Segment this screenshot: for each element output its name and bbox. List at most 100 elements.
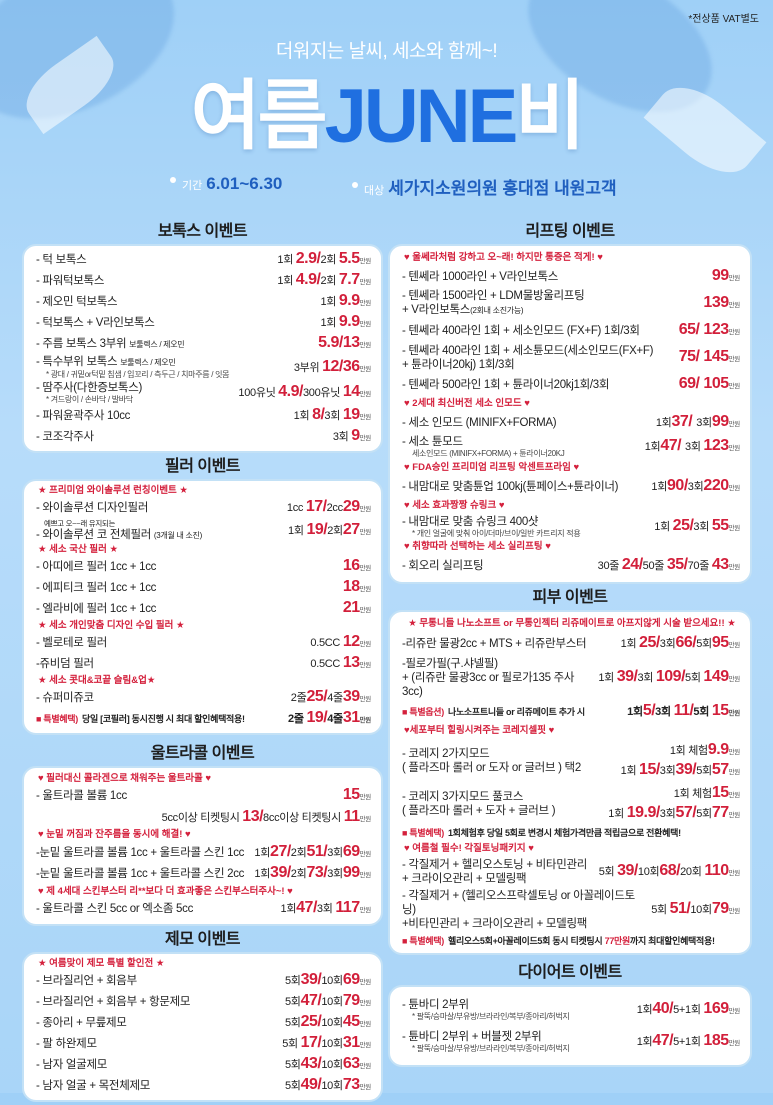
section-title: 보톡스 이벤트 <box>157 223 248 240</box>
list-item: - 파워윤곽주사 10cc 1회 8/3회 19만원 <box>36 406 371 426</box>
item-name-block: - 울트라콜 볼륨 1cc <box>36 789 339 803</box>
price-label: 5회 <box>282 1038 301 1050</box>
item-name: - 세소 인모드 (MINIFX+FORMA) <box>402 417 557 429</box>
price-value: 47/ <box>296 899 317 917</box>
price-unit: 만원 <box>728 1040 741 1047</box>
price-label: 3회 <box>696 416 712 429</box>
section-skin: 피부 이벤트 ★ 무통니들 나노소프트 or 무통인젝터 리쥬메이트로 아프지않게… <box>388 587 752 955</box>
price-value: 220 <box>703 476 729 494</box>
item-name-text: - 튠바디 2부위 <box>402 999 469 1011</box>
price-label: 30줄 <box>597 560 622 573</box>
item-name-text: - 팔 하완제모 <box>36 1038 97 1050</box>
item-name-block: - 엘라비에 필러 1cc + 1cc <box>36 602 339 616</box>
section-filler: 필러 이벤트 ★ 프리미엄 와이솔루션 런칭이벤트 ★ - 와이솔루션 디자인필러 1… <box>22 456 383 735</box>
item-name-block: - 각질제거 + 헬리오스토닝 + 비타민관리 + 크라이오관리 + 모델링팩 <box>402 858 595 886</box>
item-name: - 각질제거 + (헬리오스프락셀토닝 or 아꼴레이드토닝) <box>402 890 635 916</box>
item-name-text: - 각질제거 + 헬리오스토닝 + 비타민관리 <box>402 858 588 871</box>
section-hair-removal: 제모 이벤트 ★ 여름맞이 제모 특별 할인전 ★ - 브라질리언 + 회음부 5회3… <box>22 929 383 1102</box>
list-item: -눈밑 울트라콜 볼륨 1cc + 울트라콜 스킨 2cc 1회39/2회73/3… <box>36 864 371 884</box>
price-label: 1회 <box>644 441 661 454</box>
bullet-icon <box>352 182 358 188</box>
item-name-text: - 울트라콜 스킨 5cc or 엑소좀 5cc <box>36 903 194 916</box>
item-name: - 텐쎄라 1000라인 + V라인보톡스 <box>402 271 558 283</box>
special-text-part: 77만원 <box>604 935 631 946</box>
page-title: 여름JUNE비 <box>0 72 773 162</box>
price-value: 149 <box>703 667 729 685</box>
item-name-block: -눈밑 울트라콜 볼륨 1cc + 울트라콜 스킨 2cc <box>36 867 250 881</box>
price-value: 17/ <box>300 1034 322 1051</box>
title-part: 여름 <box>190 74 328 159</box>
list-item: - 세소 인모드 (MINIFX+FORMA) 1회37/ 3회99만원 <box>402 413 740 433</box>
item-name-block: - 에피티크 필러 1cc + 1cc <box>36 581 339 595</box>
item-name-text: - 파워윤곽주사 10cc <box>36 410 131 422</box>
promo-subheading: ★ 여름맞이 제모 특별 할인전 ★ <box>38 958 165 969</box>
item-name-block: - 코레지 2가지모드 ( 플라즈마 롤러 or 도자 or 글러브 ) 택2 <box>402 747 617 775</box>
price-unit: 만원 <box>359 815 372 823</box>
price-value: 99 <box>711 266 729 284</box>
list-item: - 각질제거 + 헬리오스토닝 + 비타민관리 + 크라이오관리 + 모델링팩 5… <box>402 858 740 886</box>
special-text-part: 헬리오스5회+아꼴레이드5회 동시 티켓팅시 <box>447 935 605 946</box>
price-label: 2회 <box>290 868 307 881</box>
price-unit: 만원 <box>359 872 372 880</box>
price-value: 19.9/ <box>626 804 661 822</box>
price: 5회49/10회73만원 <box>285 1076 371 1096</box>
list-item: -쥬비덤 필러 0.5CC 13만원 <box>36 654 371 674</box>
section-lifting: 리프팅 이벤트 ♥ 울쎄라처럼 강하고 오~래! 하지만 통증은 적게! ♥ - 텐… <box>388 221 752 584</box>
price: 1회39/2회73/3회99만원 <box>254 864 371 884</box>
price: 30줄 24/50줄 35/70줄 43만원 <box>597 556 741 576</box>
section-box: - 턱 보톡스 1회 2.9/2회 5.5만원 - 파워턱보톡스 1회 4.9/2회 … <box>22 244 383 453</box>
price-label: 2줄 <box>288 713 307 725</box>
item-name-block: - 와이솔루션 디자인필러 <box>36 501 283 515</box>
price-value: 43/ <box>300 1055 322 1072</box>
price-unit: 만원 <box>728 675 741 683</box>
price-label: 1cc <box>286 502 306 514</box>
item-name: -쥬비덤 필러 <box>36 658 94 670</box>
item-name-text: - 남자 얼굴 + 목전체제모 <box>36 1080 151 1092</box>
list-item: - 종아리 + 무릎제모 5회25/10회45만원 <box>36 1013 371 1033</box>
price-value: 7.7 <box>338 271 360 288</box>
price-label: 2회 <box>320 254 339 266</box>
price: 1회5/3회 11/5회 15만원 <box>627 702 740 722</box>
list-item: - 코레지 3가지모드 풀코스 ( 플라즈마 롤러 + 도자 + 글러브 ) 1회… <box>402 784 740 824</box>
price-value: 31 <box>342 709 360 726</box>
price-label: 2cc <box>326 502 344 514</box>
special-text: ■ 특별옵션) 나노소프트니들 or 리쥬메이트 추가 시 <box>402 706 623 718</box>
price: 1회 체험15만원 <box>674 784 741 804</box>
price-value: 18 <box>342 578 360 595</box>
price-label: 5회 <box>651 904 670 917</box>
period-value: 6.01~6.30 <box>206 174 283 193</box>
price-unit: 만원 <box>728 445 741 453</box>
price-value: 15/ <box>639 760 660 778</box>
price: 75/ 145만원 <box>679 348 741 368</box>
price-label: 2회 <box>290 846 307 859</box>
section-box: - 튠바디 2부위 * 팔뚝/승마살/부유방/브라라인/복부/종아리/허벅지 1회4… <box>388 985 752 1067</box>
item-name-text: -눈밑 울트라콜 볼륨 1cc + 울트라콜 스킨 2cc <box>36 868 245 881</box>
price: 1회 9.9만원 <box>320 292 371 312</box>
item-name: - 파워윤곽주사 10cc <box>36 410 130 422</box>
item-name-block: - 슈퍼미쥬코 <box>36 691 287 705</box>
price-value: 65/ 123 <box>678 321 729 339</box>
price-label: 1회 <box>254 846 271 859</box>
item-name-block: - 튠바디 2부위 + 버블젯 2부위 * 팔뚝/승마살/부유방/브라라인/복부/… <box>402 1030 633 1054</box>
item-name-block: - 턱보톡스 + V라인보톡스 <box>36 316 316 330</box>
price-label: 2회 <box>320 275 339 287</box>
price-value: 11 <box>343 807 360 825</box>
item-brand: 보툴렉스 / 제오민 <box>129 339 185 349</box>
target-label: 대상 <box>364 185 385 197</box>
price: 1회47/5+1회 185만원 <box>637 1032 741 1052</box>
price-value: 39/ <box>616 667 638 685</box>
item-name-line2: ( 플라즈마 롤러 + 도자 + 글러브 ) <box>402 805 556 817</box>
price-value: 25/ <box>306 688 328 705</box>
item-name-block: 예쁘고 오~~래 유지되는 - 와이솔루션 코 전체필러 (3개월 내 소진) <box>36 519 284 543</box>
price-value: 13 <box>342 654 360 671</box>
price-label: 3회 <box>637 671 656 684</box>
price-value: 69 <box>342 842 360 860</box>
price-value: 9.9 <box>707 740 729 758</box>
list-item: - 울트라콜 스킨 5cc or 엑소좀 5cc 1회47/3회 117만원 <box>36 899 371 919</box>
price-label: 10회 <box>321 1080 343 1092</box>
item-name-text: - 텐쎄라 500라인 1회 + 튠라이너20kj1회/3회 <box>402 378 610 391</box>
list-item: - 슈퍼미쥬코 2줄25/4줄39만원 <box>36 688 371 708</box>
item-name: - 울트라콜 볼륨 1cc <box>36 790 127 802</box>
item-name-block: - 울트라콜 스킨 5cc or 엑소좀 5cc <box>36 902 277 916</box>
item-name-text: - 와이솔루션 디자인필러 <box>36 502 149 514</box>
